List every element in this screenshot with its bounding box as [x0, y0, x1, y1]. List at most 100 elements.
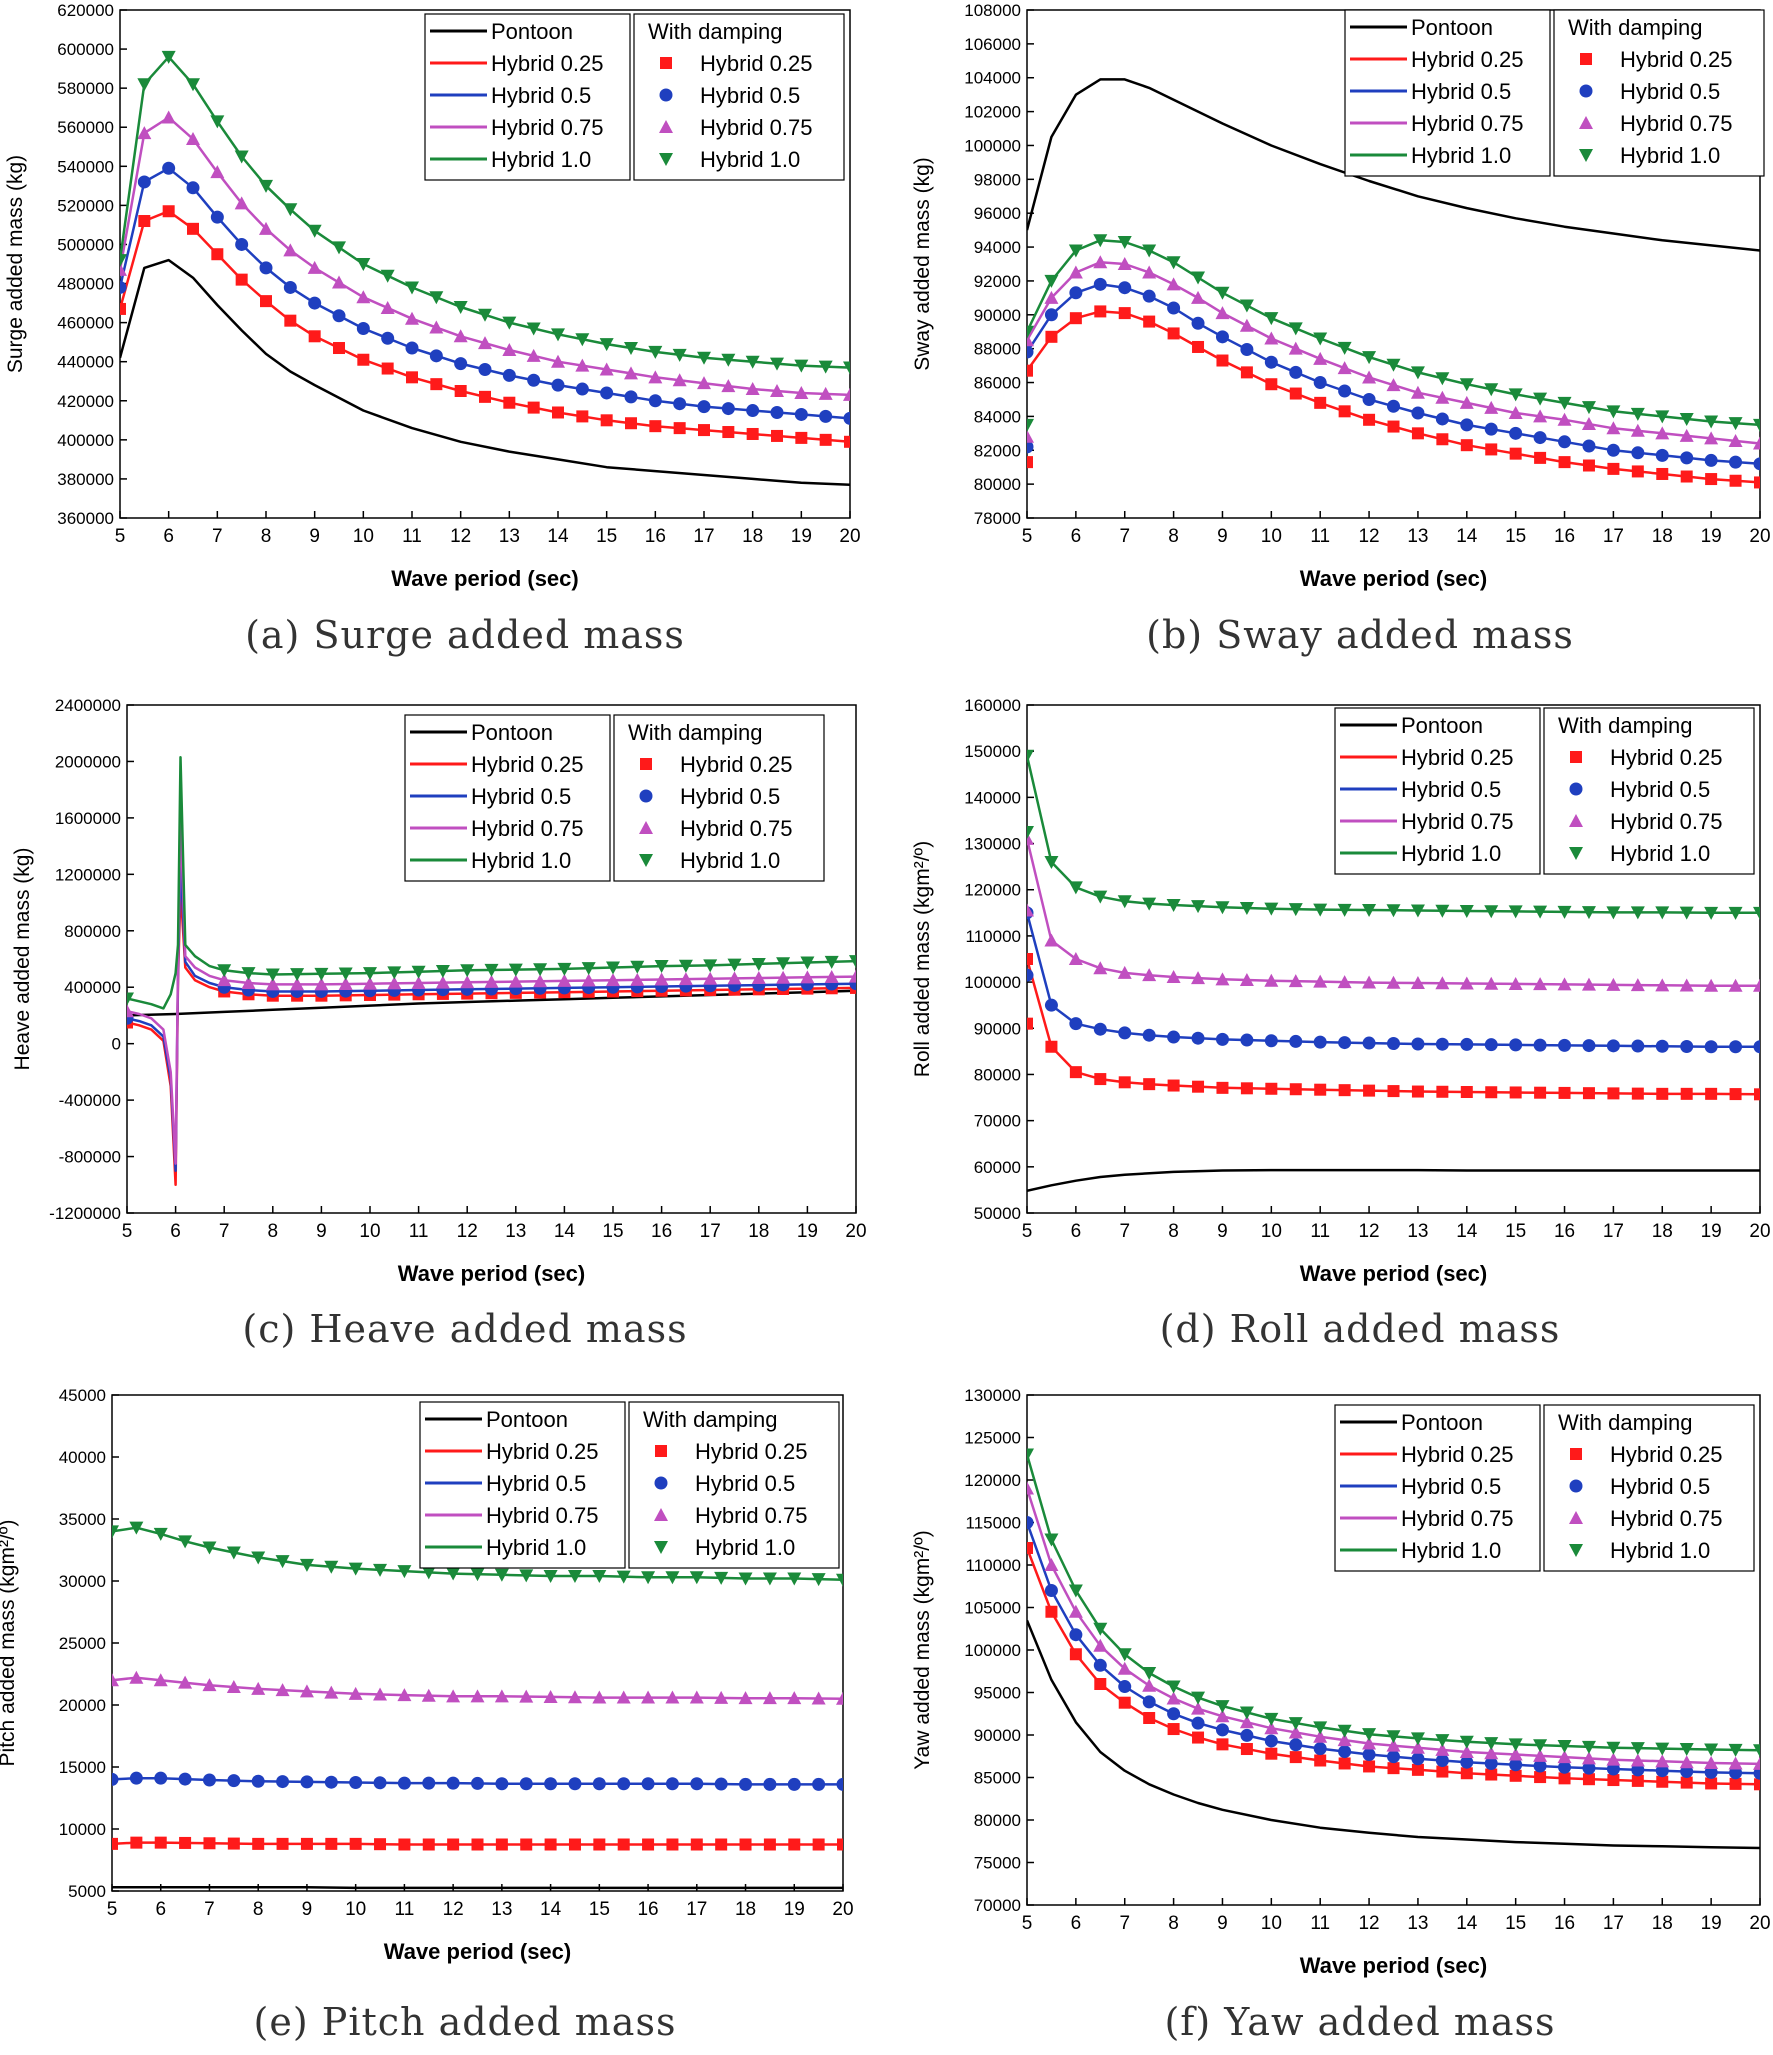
data-point-hybrid-1-0 — [526, 322, 541, 336]
data-point-hybrid-0-25 — [162, 205, 175, 218]
data-point-hybrid-0-25 — [1656, 1087, 1669, 1100]
data-point-hybrid-1-0 — [1362, 904, 1377, 918]
data-point-hybrid-1-0 — [127, 992, 134, 1006]
x-tick-label: 10 — [353, 526, 374, 547]
data-point-hybrid-0-5 — [1362, 1036, 1376, 1050]
x-tick-label: 18 — [748, 1221, 769, 1242]
data-point-hybrid-0-75 — [800, 970, 815, 984]
data-point-hybrid-0-5 — [276, 1775, 290, 1789]
data-point-hybrid-0-5 — [1142, 289, 1156, 303]
data-point-hybrid-0-5 — [1460, 1037, 1474, 1051]
series-line-hybrid-0-25 — [127, 887, 856, 1187]
data-point-hybrid-1-0 — [599, 338, 614, 352]
data-point-hybrid-0-25 — [771, 429, 783, 442]
data-point-hybrid-0-5 — [1484, 422, 1498, 436]
data-point-hybrid-0-25 — [698, 424, 710, 437]
data-point-hybrid-0-75 — [217, 973, 232, 987]
legend-damping-label-hybrid-0-5: Hybrid 0.5 — [695, 1471, 795, 1496]
legend-marker-hybrid-0-25 — [1570, 1448, 1582, 1460]
data-point-hybrid-0-75 — [251, 1681, 266, 1695]
data-point-hybrid-0-5 — [843, 411, 850, 425]
legend-marker-hybrid-1-0 — [1579, 149, 1593, 162]
y-tick-label: 105000 — [964, 1599, 1021, 1618]
legend-damping-label-hybrid-1-0: Hybrid 1.0 — [1610, 1538, 1710, 1563]
data-point-hybrid-0-25 — [837, 1838, 843, 1851]
data-point-hybrid-1-0 — [1630, 407, 1645, 421]
data-point-hybrid-0-25 — [1558, 1086, 1571, 1099]
data-point-hybrid-0-25 — [763, 1838, 776, 1851]
x-tick-label: 15 — [1505, 526, 1526, 547]
x-tick-label: 5 — [1022, 526, 1033, 547]
y-tick-label: 88000 — [974, 340, 1021, 359]
x-tick-label: 18 — [735, 1899, 756, 1920]
legend: With damping Pontoon Hybrid 0.25 Hybrid 0.2… — [424, 13, 845, 181]
data-point-hybrid-1-0 — [241, 967, 256, 981]
plot-area — [1027, 78, 1760, 489]
data-point-hybrid-0-5 — [519, 1777, 533, 1791]
data-point-hybrid-1-0 — [1533, 392, 1548, 406]
data-point-hybrid-0-75 — [678, 972, 693, 986]
legend-label-hybrid-0-5: Hybrid 0.5 — [1411, 79, 1511, 104]
legend-marker-hybrid-0-5 — [639, 789, 653, 803]
data-point-hybrid-1-0 — [1288, 322, 1303, 336]
data-point-hybrid-0-75 — [338, 977, 353, 991]
data-point-hybrid-1-0 — [1557, 396, 1572, 410]
data-point-hybrid-1-0 — [727, 958, 742, 972]
legend-header: With damping — [628, 720, 763, 745]
data-point-hybrid-0-75 — [429, 320, 444, 334]
data-point-hybrid-0-5 — [1631, 446, 1645, 460]
legend-marker-hybrid-0-25 — [1570, 751, 1582, 763]
legend-damping-label-hybrid-0-5: Hybrid 0.5 — [680, 784, 780, 809]
data-point-hybrid-1-0 — [714, 1571, 729, 1585]
data-point-hybrid-1-0 — [1239, 901, 1254, 915]
data-point-hybrid-1-0 — [624, 342, 638, 356]
data-point-hybrid-0-75 — [1093, 961, 1108, 975]
data-point-hybrid-1-0 — [435, 964, 450, 978]
data-point-hybrid-0-5 — [1069, 286, 1083, 300]
data-point-hybrid-1-0 — [1117, 895, 1132, 909]
data-point-hybrid-1-0 — [824, 955, 839, 969]
data-point-hybrid-1-0 — [567, 1570, 582, 1584]
data-point-hybrid-1-0 — [1142, 244, 1157, 258]
x-tick-label: 19 — [791, 526, 812, 547]
data-point-hybrid-0-5 — [1606, 443, 1620, 457]
data-point-hybrid-0-25 — [454, 385, 467, 397]
x-tick-label: 10 — [1261, 1221, 1282, 1242]
data-point-hybrid-0-75 — [1215, 306, 1230, 320]
data-point-hybrid-1-0 — [1581, 401, 1596, 415]
data-point-hybrid-0-75 — [1386, 975, 1401, 989]
data-point-hybrid-1-0 — [1313, 332, 1328, 346]
x-tick-label: 14 — [554, 1221, 576, 1242]
data-point-hybrid-0-25 — [138, 215, 151, 228]
data-point-hybrid-0-5 — [1484, 1756, 1498, 1770]
data-point-hybrid-0-75 — [575, 358, 590, 372]
data-point-hybrid-0-75 — [1655, 1754, 1670, 1768]
data-point-hybrid-0-25 — [1027, 1542, 1033, 1554]
legend-label-pontoon: Pontoon — [471, 720, 553, 745]
y-tick-label: 800000 — [64, 922, 121, 941]
data-point-hybrid-0-25 — [1411, 427, 1424, 440]
data-point-hybrid-1-0 — [1484, 1737, 1499, 1751]
x-tick-label: 11 — [1310, 526, 1330, 547]
x-tick-label: 7 — [204, 1899, 215, 1920]
legend-header: With damping — [648, 19, 783, 44]
data-point-hybrid-0-5 — [624, 390, 638, 404]
data-point-hybrid-0-75 — [1288, 1725, 1303, 1739]
data-point-hybrid-0-25 — [471, 1838, 484, 1851]
data-point-hybrid-0-75 — [648, 370, 663, 384]
data-point-hybrid-0-5 — [251, 1774, 265, 1788]
caption-a: (a) Surge added mass — [245, 613, 685, 657]
x-tick-label: 9 — [1217, 1913, 1228, 1934]
data-point-hybrid-1-0 — [332, 241, 346, 255]
data-point-hybrid-0-75 — [1142, 265, 1157, 279]
data-point-hybrid-0-25 — [527, 401, 540, 414]
data-point-hybrid-0-5 — [1509, 1038, 1523, 1052]
data-point-hybrid-0-75 — [1044, 290, 1059, 304]
data-point-hybrid-0-5 — [1338, 1036, 1352, 1050]
legend-damping-label-hybrid-1-0: Hybrid 1.0 — [700, 147, 800, 172]
x-tick-label: 13 — [491, 1899, 512, 1920]
data-point-hybrid-1-0 — [1027, 1448, 1034, 1462]
data-point-hybrid-0-25 — [1338, 1084, 1351, 1097]
data-point-hybrid-0-25 — [422, 1838, 435, 1851]
data-point-hybrid-0-5 — [617, 1777, 631, 1791]
